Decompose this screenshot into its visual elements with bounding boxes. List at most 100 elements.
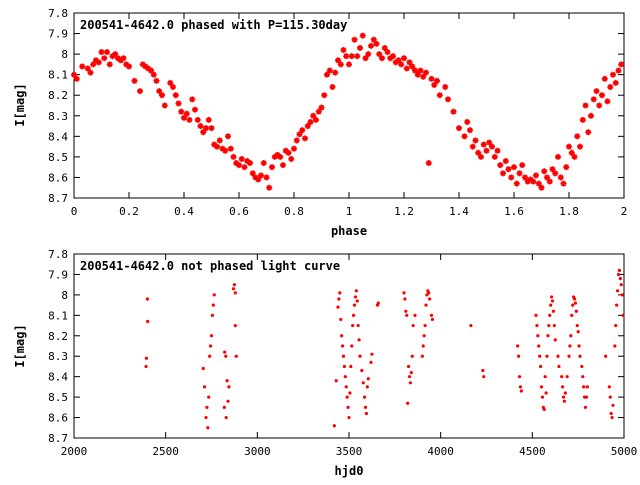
data-point [424, 303, 428, 307]
data-point [483, 147, 490, 154]
data-point [574, 133, 581, 140]
data-point [214, 143, 220, 150]
data-point [231, 287, 236, 291]
data-point [230, 153, 237, 160]
data-point [403, 297, 407, 301]
unphased-y-tick-label: 8.5 [48, 391, 68, 404]
data-point [547, 323, 551, 328]
data-point [161, 102, 168, 109]
data-point [252, 174, 259, 181]
data-point [494, 147, 501, 154]
data-point [206, 426, 210, 430]
data-point [555, 153, 561, 160]
data-point [534, 313, 538, 317]
unphased-y-axis-label: I[mag] [13, 324, 27, 367]
phased-x-tick-label: 2 [621, 205, 628, 218]
data-point [348, 53, 355, 60]
data-point [533, 172, 539, 179]
data-point [222, 147, 229, 154]
data-point [208, 125, 215, 132]
phased-chart-title: 200541-4642.0 phased with P=115.30day [80, 18, 347, 32]
data-point [359, 32, 366, 39]
data-point [326, 67, 333, 74]
data-point [335, 57, 341, 64]
unphased-y-tick-label: 7.9 [48, 268, 68, 281]
data-point [343, 53, 350, 60]
data-point [482, 375, 486, 379]
data-point [486, 139, 493, 146]
data-point [104, 49, 110, 56]
data-point [150, 71, 157, 78]
data-point [98, 49, 105, 56]
phased-axis-ticks: 0 0.2 0.4 0.6 0.8 1 1.2 1.4 1.6 1.8 2 7.8 7.9 8 8.1 8.2… [48, 7, 627, 218]
data-point [430, 317, 435, 322]
data-point [550, 299, 555, 303]
unphased-light-curve-panel: 2000 2500 3000 3500 4000 4500 5000 7.8 7.9 8 8.1 8.… [13, 248, 637, 478]
data-point [618, 276, 622, 281]
unphased-y-tick-label: 8.6 [48, 412, 68, 425]
data-point [224, 354, 228, 358]
data-point [354, 53, 361, 60]
data-point [145, 297, 149, 301]
data-point [577, 344, 581, 348]
data-point [406, 364, 411, 369]
data-point [560, 385, 565, 389]
data-point [572, 297, 577, 301]
data-point [313, 116, 319, 123]
phased-x-tick-label: 1 [346, 205, 353, 218]
data-point [615, 67, 622, 74]
data-point [546, 178, 553, 185]
data-point [212, 293, 216, 297]
data-point [175, 100, 182, 107]
data-point [260, 160, 267, 167]
data-point [412, 67, 418, 74]
data-point [513, 180, 520, 187]
data-point [381, 44, 388, 51]
data-point [263, 174, 270, 181]
data-point [568, 344, 572, 348]
data-point [192, 106, 198, 113]
data-point [516, 344, 520, 348]
data-point [144, 364, 148, 369]
unphased-x-axis-label: hjd0 [335, 464, 364, 478]
data-point [410, 354, 414, 358]
data-point [341, 354, 346, 358]
data-point [590, 96, 597, 103]
data-point [610, 71, 616, 78]
data-point [544, 174, 550, 181]
data-point [390, 53, 396, 60]
data-point [347, 415, 351, 420]
data-point [489, 143, 495, 150]
data-point [508, 174, 515, 181]
data-point [422, 334, 426, 338]
data-point [535, 180, 542, 187]
unphased-y-tick-label: 7.8 [48, 248, 68, 261]
data-point [560, 180, 567, 187]
data-point [227, 145, 234, 152]
data-point [202, 385, 207, 389]
data-point [324, 71, 330, 78]
data-point [613, 344, 617, 348]
data-point [581, 375, 585, 379]
data-point [427, 291, 431, 295]
data-point [225, 133, 231, 140]
unphased-y-tick-label: 8.3 [48, 350, 68, 363]
data-point [442, 84, 449, 90]
data-point [497, 162, 504, 169]
data-point [425, 293, 429, 297]
data-point [411, 323, 415, 328]
data-point [362, 395, 367, 399]
data-point [516, 170, 523, 177]
phased-y-tick-label: 8.2 [48, 89, 68, 102]
data-point [588, 112, 594, 119]
data-point [337, 61, 344, 68]
data-point [436, 92, 443, 99]
data-point [112, 51, 119, 58]
data-point [205, 405, 209, 409]
data-point [408, 381, 413, 385]
data-point [234, 354, 238, 358]
phased-y-tick-label: 8.4 [48, 130, 68, 143]
data-point [577, 143, 583, 150]
data-point [338, 291, 342, 295]
data-point [425, 160, 432, 167]
